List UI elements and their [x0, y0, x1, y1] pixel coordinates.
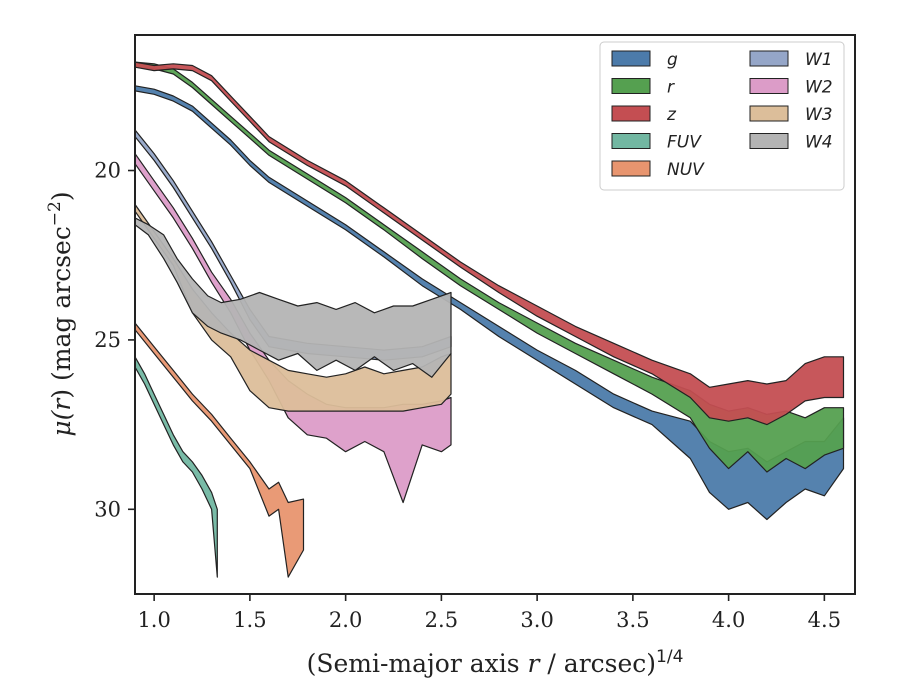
band-z — [135, 61, 845, 426]
legend-swatch-r — [611, 78, 651, 94]
y-tick-label: 30 — [94, 497, 121, 521]
x-axis-ticks: 1.0 1.5 2.0 2.5 3.0 3.5 4.0 4.5 — [137, 594, 841, 632]
legend-label-w1: W1 — [805, 50, 833, 70]
legend-swatch-w3 — [749, 105, 789, 122]
x-tick-label: 3.0 — [520, 608, 553, 632]
x-axis-title: (Semi-major axis r / arcsec)1/4 — [307, 647, 684, 678]
legend-swatch-w2 — [749, 78, 789, 94]
profile-bands — [135, 61, 845, 578]
band-w4 — [135, 217, 452, 378]
legend-swatch-fuv — [611, 133, 651, 149]
legend-label-w2: W2 — [805, 78, 833, 98]
x-tick-label: 1.5 — [233, 608, 266, 632]
legend-swatch-w4 — [749, 133, 789, 149]
legend-label-w4: W4 — [805, 133, 833, 153]
legend-swatch-z — [611, 105, 651, 122]
band-nuv — [135, 322, 305, 578]
legend-label-g: g — [667, 50, 678, 70]
legend-swatch-g — [611, 50, 651, 67]
legend-swatch-nuv — [611, 160, 651, 177]
band-g — [135, 85, 845, 521]
band-r — [135, 61, 845, 473]
x-tick-label: 4.5 — [808, 608, 841, 632]
plot-frame — [134, 34, 856, 595]
legend-label-r: r — [667, 78, 675, 98]
band-fuv — [135, 356, 218, 578]
x-tick-label: 1.0 — [137, 608, 170, 632]
y-axis-ticks: 20 25 30 — [94, 159, 135, 521]
y-tick-label: 20 — [94, 159, 121, 183]
y-tick-label: 25 — [94, 328, 121, 352]
x-tick-label: 4.0 — [712, 608, 745, 632]
x-tick-label: 2.5 — [425, 608, 458, 632]
legend-swatch-w1 — [749, 50, 789, 67]
legend-label-z: z — [666, 105, 677, 125]
legend: grz FUV NUV W1 W2 W3 W4 — [599, 41, 845, 191]
legend-label-fuv: FUV — [667, 133, 702, 153]
x-tick-label: 2.0 — [329, 608, 362, 632]
legend-label-w3: W3 — [805, 105, 833, 125]
x-tick-label: 3.5 — [616, 608, 649, 632]
legend-label-nuv: NUV — [667, 160, 705, 180]
y-axis-title: μ(r) (mag arcsec−2) — [45, 191, 76, 436]
